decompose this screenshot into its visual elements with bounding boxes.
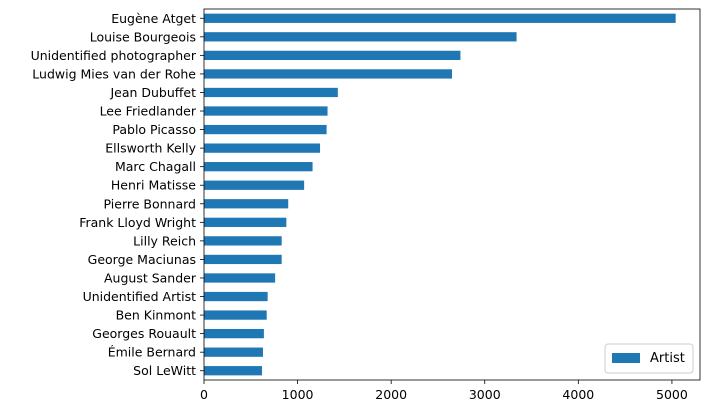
x-tick-label: 3000 xyxy=(469,387,501,402)
y-tick-label: Unidentified photographer xyxy=(31,48,197,63)
y-tick-label: Unidentified Artist xyxy=(83,289,197,304)
bar xyxy=(204,87,338,98)
bar xyxy=(204,143,321,153)
bar xyxy=(204,13,676,23)
bar xyxy=(204,162,313,172)
y-tick-label: Ben Kinmont xyxy=(116,308,197,323)
bar xyxy=(204,236,282,246)
y-tick-label: Lilly Reich xyxy=(133,233,196,248)
bar xyxy=(204,328,264,339)
bar xyxy=(204,291,268,302)
bar xyxy=(204,124,327,135)
bar xyxy=(204,347,263,357)
bar xyxy=(204,273,276,283)
x-axis-ticks: 0 1000 2000 3000 4000 5000 xyxy=(200,380,688,402)
y-tick-label: Pablo Picasso xyxy=(112,122,196,137)
y-tick-label: Ludwig Mies van der Rohe xyxy=(32,66,196,81)
legend-box xyxy=(604,343,694,374)
bar xyxy=(204,199,289,209)
x-tick-label: 4000 xyxy=(562,387,594,402)
legend: Artist xyxy=(604,343,694,374)
y-tick-label: Ellsworth Kelly xyxy=(105,141,196,156)
y-tick-label: George Maciunas xyxy=(88,252,196,267)
x-tick-label: 1000 xyxy=(282,387,314,402)
y-tick-label: Émile Bernard xyxy=(108,345,196,360)
bar xyxy=(204,254,282,265)
x-tick-label: 0 xyxy=(200,387,208,402)
x-tick-label: 2000 xyxy=(375,387,407,402)
legend-swatch xyxy=(612,353,640,363)
x-tick-label: 5000 xyxy=(656,387,688,402)
bar xyxy=(204,366,263,376)
y-tick-label: Sol LeWitt xyxy=(133,363,196,378)
bar xyxy=(204,217,287,227)
legend-label: Artist xyxy=(650,351,685,366)
y-axis-ticks: Eugène Atget Louise Bourgeois Unidentified… xyxy=(31,11,204,378)
bars-group xyxy=(204,13,676,376)
bar xyxy=(204,32,517,42)
y-tick-label: Lee Friedlander xyxy=(100,104,197,119)
y-tick-label: Jean Dubuffet xyxy=(109,85,196,100)
plot-frame xyxy=(203,8,701,381)
bar xyxy=(204,106,328,116)
y-tick-label: Frank Lloyd Wright xyxy=(79,215,196,230)
y-tick-label: Louise Bourgeois xyxy=(90,29,196,44)
bar xyxy=(204,310,267,320)
bar xyxy=(204,50,461,61)
y-tick-label: Georges Rouault xyxy=(92,326,196,341)
y-tick-label: August Sander xyxy=(104,270,197,285)
y-tick-label: Eugène Atget xyxy=(111,11,196,26)
y-tick-label: Marc Chagall xyxy=(115,159,196,174)
bar xyxy=(204,180,305,190)
bar xyxy=(204,69,452,79)
y-tick-label: Henri Matisse xyxy=(111,178,196,193)
y-tick-label: Pierre Bonnard xyxy=(104,196,196,211)
